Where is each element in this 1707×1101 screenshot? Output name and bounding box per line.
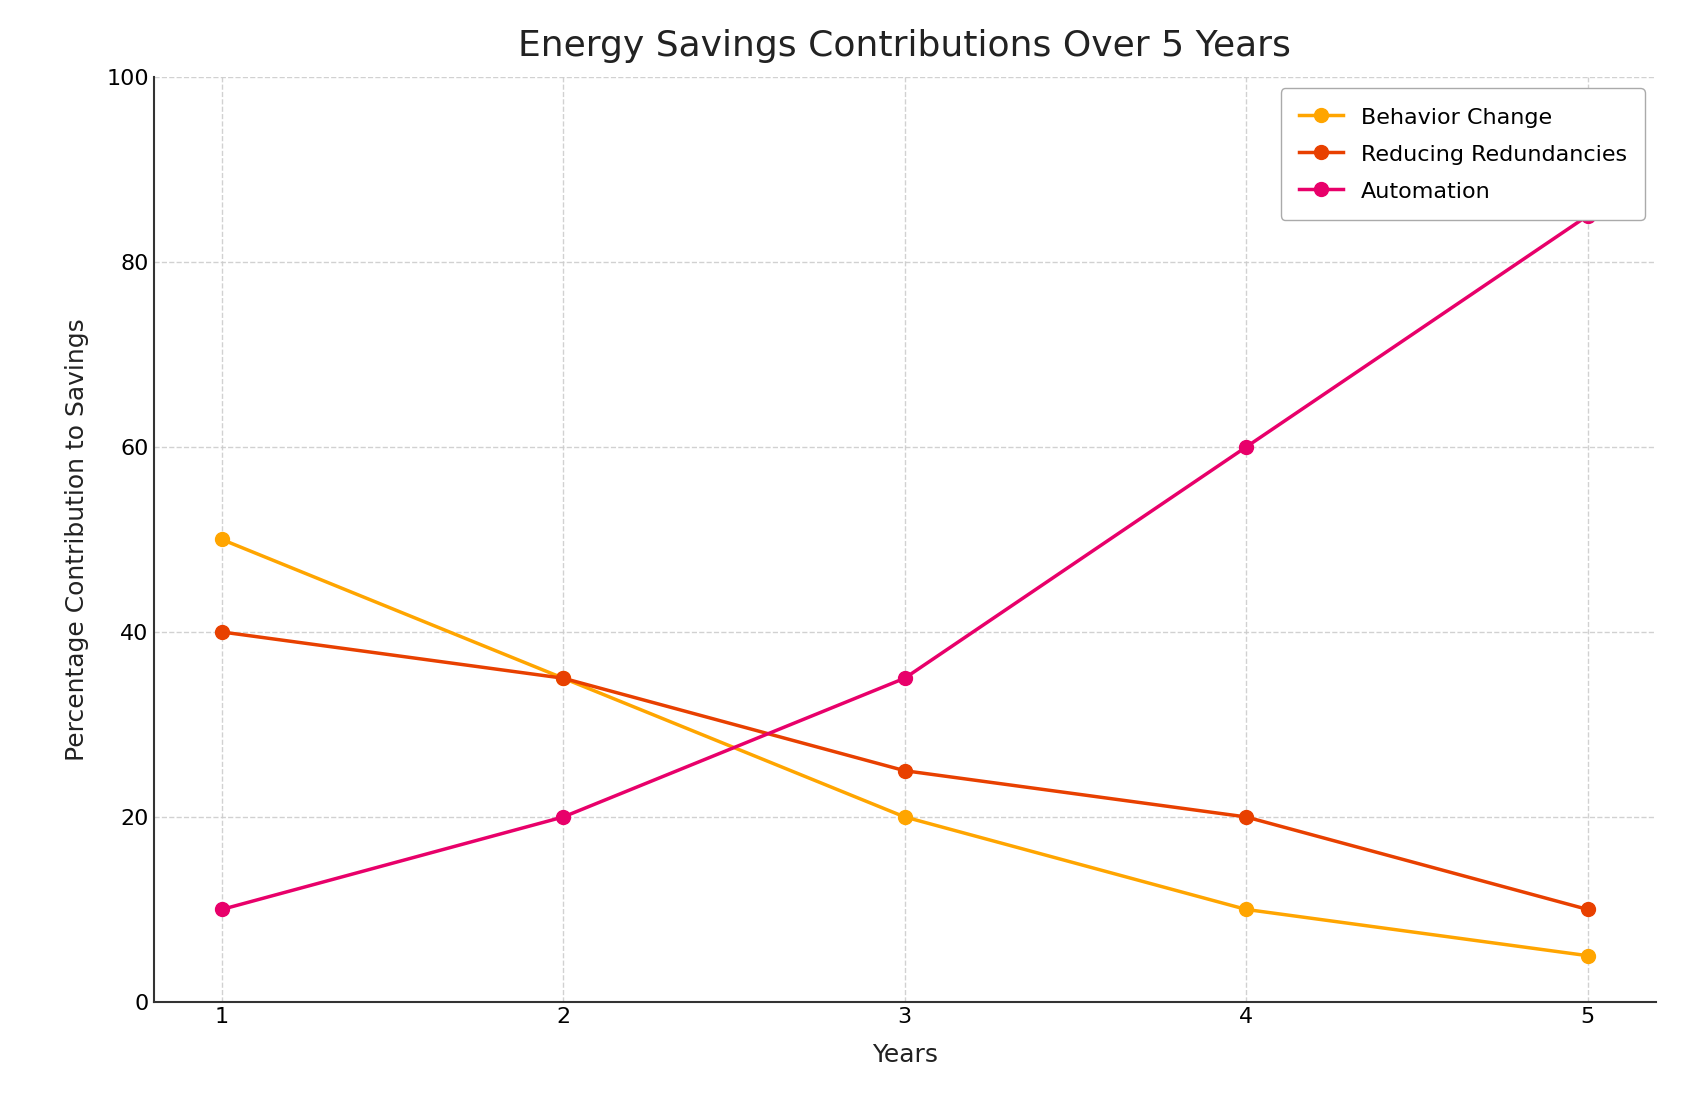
Behavior Change	[1236, 903, 1256, 916]
Reducing Redundancies	[553, 672, 574, 685]
Behavior Change	[553, 672, 574, 685]
Reducing Redundancies	[1577, 903, 1598, 916]
Reducing Redundancies	[1236, 810, 1256, 824]
Reducing Redundancies	[212, 625, 232, 639]
X-axis label: Years: Years	[872, 1044, 937, 1068]
Automation	[212, 903, 232, 916]
Automation	[553, 810, 574, 824]
Title: Energy Savings Contributions Over 5 Years: Energy Savings Contributions Over 5 Year…	[519, 30, 1290, 63]
Behavior Change	[894, 810, 915, 824]
Line: Automation: Automation	[215, 209, 1594, 916]
Line: Behavior Change: Behavior Change	[215, 533, 1594, 962]
Y-axis label: Percentage Contribution to Savings: Percentage Contribution to Savings	[65, 318, 89, 761]
Behavior Change	[1577, 949, 1598, 962]
Reducing Redundancies	[894, 764, 915, 777]
Automation	[894, 672, 915, 685]
Automation	[1577, 209, 1598, 222]
Behavior Change	[212, 533, 232, 546]
Legend: Behavior Change, Reducing Redundancies, Automation: Behavior Change, Reducing Redundancies, …	[1280, 88, 1644, 219]
Automation	[1236, 440, 1256, 454]
Line: Reducing Redundancies: Reducing Redundancies	[215, 625, 1594, 916]
